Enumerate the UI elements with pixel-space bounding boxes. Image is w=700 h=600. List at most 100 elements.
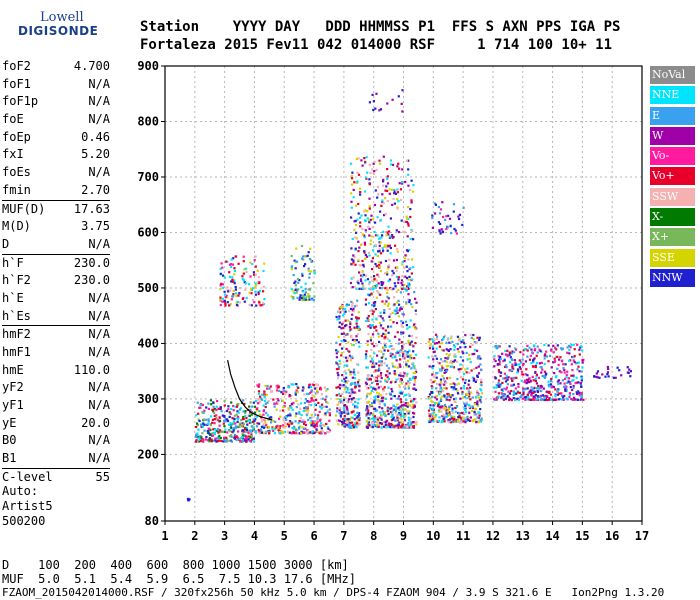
echo-point — [452, 366, 455, 369]
echo-point — [373, 203, 376, 207]
echo-point — [381, 193, 384, 196]
echo-point — [514, 363, 517, 366]
echo-point — [521, 387, 525, 390]
echo-point — [440, 398, 443, 401]
echo-point — [393, 296, 396, 299]
x-tick-label: 3 — [221, 529, 228, 543]
echo-point — [244, 426, 247, 429]
echo-point — [379, 162, 382, 165]
echo-point — [324, 413, 327, 416]
echo-point — [300, 286, 303, 289]
echo-point — [356, 406, 359, 409]
echo-point — [374, 262, 377, 266]
echo-point — [365, 355, 368, 358]
header-values: Fortaleza 2015 Fev11 042 014000 RSF 1 71… — [140, 37, 613, 53]
echo-point — [322, 423, 325, 427]
echo-point — [346, 388, 349, 391]
echo-point — [435, 402, 438, 405]
param-row: M(D) 3.75 — [2, 218, 110, 236]
echo-point — [219, 303, 222, 307]
echo-point — [389, 318, 392, 321]
echo-point — [221, 300, 224, 303]
echo-point — [383, 349, 386, 352]
echo-point — [479, 419, 482, 422]
echo-point — [209, 428, 212, 431]
param-key: foE — [2, 112, 24, 127]
echo-point — [400, 349, 403, 352]
echo-point — [348, 391, 351, 394]
echo-point — [498, 385, 502, 388]
echo-point — [370, 260, 373, 263]
echo-point — [377, 400, 380, 403]
echo-point — [361, 282, 364, 285]
x-tick-label: 4 — [251, 529, 258, 543]
echo-point — [320, 430, 323, 433]
echo-point — [405, 289, 408, 292]
echo-point — [353, 305, 356, 308]
echo-point — [325, 405, 328, 408]
echo-point — [388, 192, 391, 195]
echo-point — [391, 426, 394, 429]
legend-item-x-: X+ — [650, 228, 695, 247]
echo-point — [558, 370, 561, 373]
echo-point — [262, 410, 265, 413]
echo-point — [307, 409, 310, 412]
echo-point — [259, 304, 262, 307]
echo-point — [374, 286, 377, 289]
echo-point — [228, 271, 231, 274]
echo-point — [552, 351, 555, 354]
echo-point — [374, 234, 378, 237]
echo-point — [339, 311, 342, 314]
echo-point — [466, 397, 469, 400]
echo-point — [312, 282, 315, 285]
echo-point — [366, 420, 369, 423]
echo-point — [378, 244, 381, 247]
echo-point — [466, 358, 469, 361]
echo-point — [348, 394, 352, 398]
echo-point — [316, 391, 319, 394]
echo-point — [412, 426, 415, 429]
echo-point — [375, 417, 378, 420]
echo-point — [232, 289, 235, 293]
echo-point — [400, 219, 403, 222]
echo-point — [224, 302, 227, 305]
echo-point — [356, 418, 359, 422]
echo-point — [439, 222, 442, 225]
echo-point — [427, 412, 431, 416]
param-row: hmE 110.0 — [2, 362, 110, 380]
echo-point — [383, 245, 386, 248]
echo-point — [444, 218, 447, 221]
echo-point — [449, 225, 452, 228]
echo-point — [415, 420, 418, 424]
echo-point — [357, 325, 360, 329]
echo-point — [250, 429, 253, 432]
echo-point — [350, 174, 353, 178]
echo-point — [254, 290, 257, 293]
echo-point — [364, 190, 367, 193]
echo-point — [358, 419, 361, 422]
echo-point — [325, 389, 328, 392]
echo-point — [338, 393, 341, 396]
echo-point — [199, 439, 202, 442]
echo-point — [365, 384, 368, 387]
echo-point — [348, 354, 351, 357]
echo-point — [439, 208, 443, 211]
echo-point — [227, 408, 230, 411]
echo-point — [408, 382, 411, 385]
echo-point — [243, 281, 246, 284]
echo-point — [384, 259, 388, 263]
echo-point — [401, 423, 405, 426]
echo-point — [495, 383, 498, 387]
echo-point — [219, 298, 222, 301]
echo-point — [363, 250, 366, 253]
echo-point — [451, 362, 454, 365]
echo-point — [469, 361, 472, 364]
echo-point — [370, 309, 374, 312]
echo-point — [238, 438, 241, 441]
echo-point — [494, 377, 497, 380]
echo-point — [404, 412, 407, 416]
echo-point — [315, 383, 318, 386]
echo-point — [196, 424, 199, 427]
echo-point — [397, 276, 400, 279]
echo-point — [349, 370, 352, 373]
